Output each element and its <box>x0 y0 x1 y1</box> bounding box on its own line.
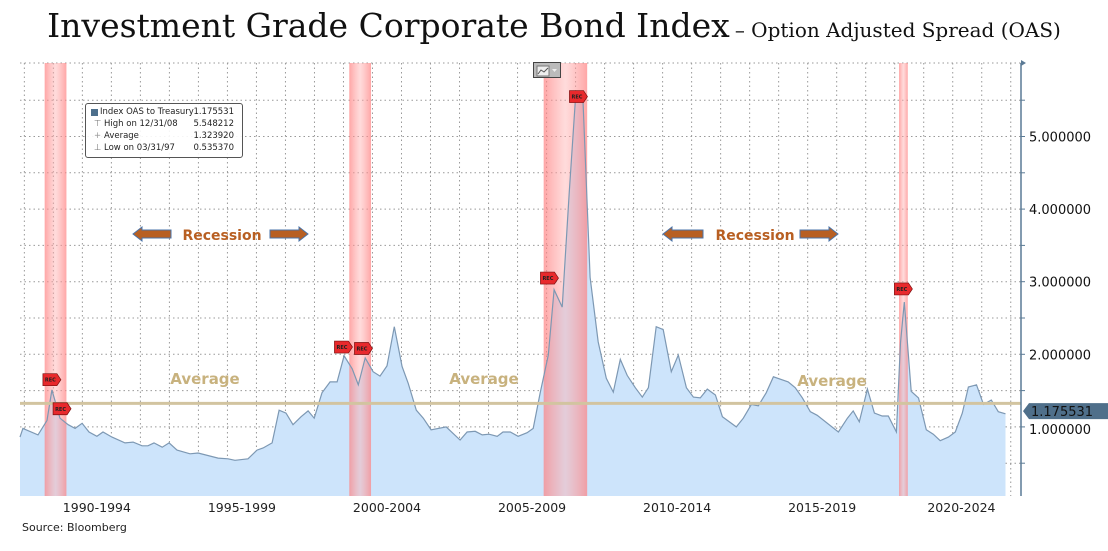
average-label: Average <box>170 370 239 388</box>
rec-marker-icon <box>540 271 559 285</box>
x-tick-label: 2010-2014 <box>643 500 711 515</box>
rec-marker-label: REC <box>571 95 582 101</box>
recession-label: Recession <box>182 228 261 244</box>
legend-value: 5.548212 <box>193 119 234 129</box>
rec-marker-icon <box>569 90 588 103</box>
recession-band <box>899 63 908 496</box>
x-tick-label: 1990-1994 <box>63 500 131 515</box>
x-tick-label: 2020-2024 <box>927 500 995 515</box>
legend-label: High on 12/31/08 <box>104 119 178 129</box>
chart-type-button[interactable] <box>533 62 561 78</box>
recession-band <box>349 63 372 496</box>
legend-row-index: Index OAS to Treasury 1.175531 <box>91 107 238 119</box>
y-tick-label: 2.000000 <box>1029 348 1091 363</box>
high-marker-icon: ⊤ <box>94 119 102 129</box>
rec-marker-icon <box>52 402 72 416</box>
rec-marker-icon <box>354 342 373 355</box>
rec-marker-icon <box>42 373 62 387</box>
legend-label: Low on 03/31/97 <box>104 143 175 153</box>
average-label: Average <box>449 370 518 388</box>
title-main: Investment Grade Corporate Bond Index <box>47 6 730 45</box>
series-line <box>19 95 1006 461</box>
y-tick-label: 1.000000 <box>1029 423 1091 438</box>
square-icon <box>91 109 98 116</box>
line-chart-icon <box>536 65 557 77</box>
legend-row-average: + Average 1.323920 <box>94 131 238 143</box>
y-tick-label: 4.000000 <box>1029 203 1091 218</box>
axis-arrow-icon <box>1021 60 1026 66</box>
arrow-left-icon <box>132 225 172 243</box>
rec-marker-icon <box>334 340 353 354</box>
source-note: Source: Bloomberg <box>22 521 127 534</box>
last-value-label: 1.175531 <box>1031 405 1093 420</box>
legend-label: Index OAS to Treasury <box>100 107 194 117</box>
y-tick-label: 5.000000 <box>1029 131 1091 146</box>
x-tick-label: 2000-2004 <box>353 500 421 515</box>
recession-label: Recession <box>715 228 794 244</box>
average-marker-icon: + <box>94 131 102 141</box>
rec-marker-label: REC <box>896 287 907 293</box>
legend-row-low: ⊥ Low on 03/31/97 0.535370 <box>94 143 238 155</box>
x-tick-label: 2005-2009 <box>498 500 566 515</box>
rec-marker-icon <box>894 282 913 296</box>
low-marker-icon: ⊥ <box>94 143 102 153</box>
x-tick-label: 2015-2019 <box>788 500 856 515</box>
x-tick-label: 1995-1999 <box>208 500 276 515</box>
y-tick-label: 3.000000 <box>1029 276 1091 291</box>
arrow-left-icon <box>662 225 704 243</box>
title-subtitle: – Option Adjusted Spread (OAS) <box>734 18 1061 42</box>
arrow-right-icon <box>269 225 309 243</box>
legend-row-high: ⊤ High on 12/31/08 5.548212 <box>94 119 238 131</box>
arrow-right-icon <box>799 225 839 243</box>
legend-value: 1.175531 <box>193 107 234 117</box>
rec-marker-label: REC <box>542 276 553 282</box>
average-label: Average <box>797 372 866 390</box>
legend-value: 1.323920 <box>193 131 234 141</box>
last-value-tag <box>1023 403 1108 420</box>
rec-marker-label: REC <box>45 378 56 384</box>
recession-band <box>44 63 67 496</box>
chart-title: Investment Grade Corporate Bond Index – … <box>0 6 1108 45</box>
rec-marker-label: REC <box>336 345 347 351</box>
legend: Index OAS to Treasury 1.175531 ⊤ High on… <box>85 103 243 158</box>
rec-marker-label: REC <box>55 407 66 413</box>
legend-value: 0.535370 <box>193 143 234 153</box>
legend-label: Average <box>104 131 139 141</box>
rec-marker-label: REC <box>356 346 367 352</box>
